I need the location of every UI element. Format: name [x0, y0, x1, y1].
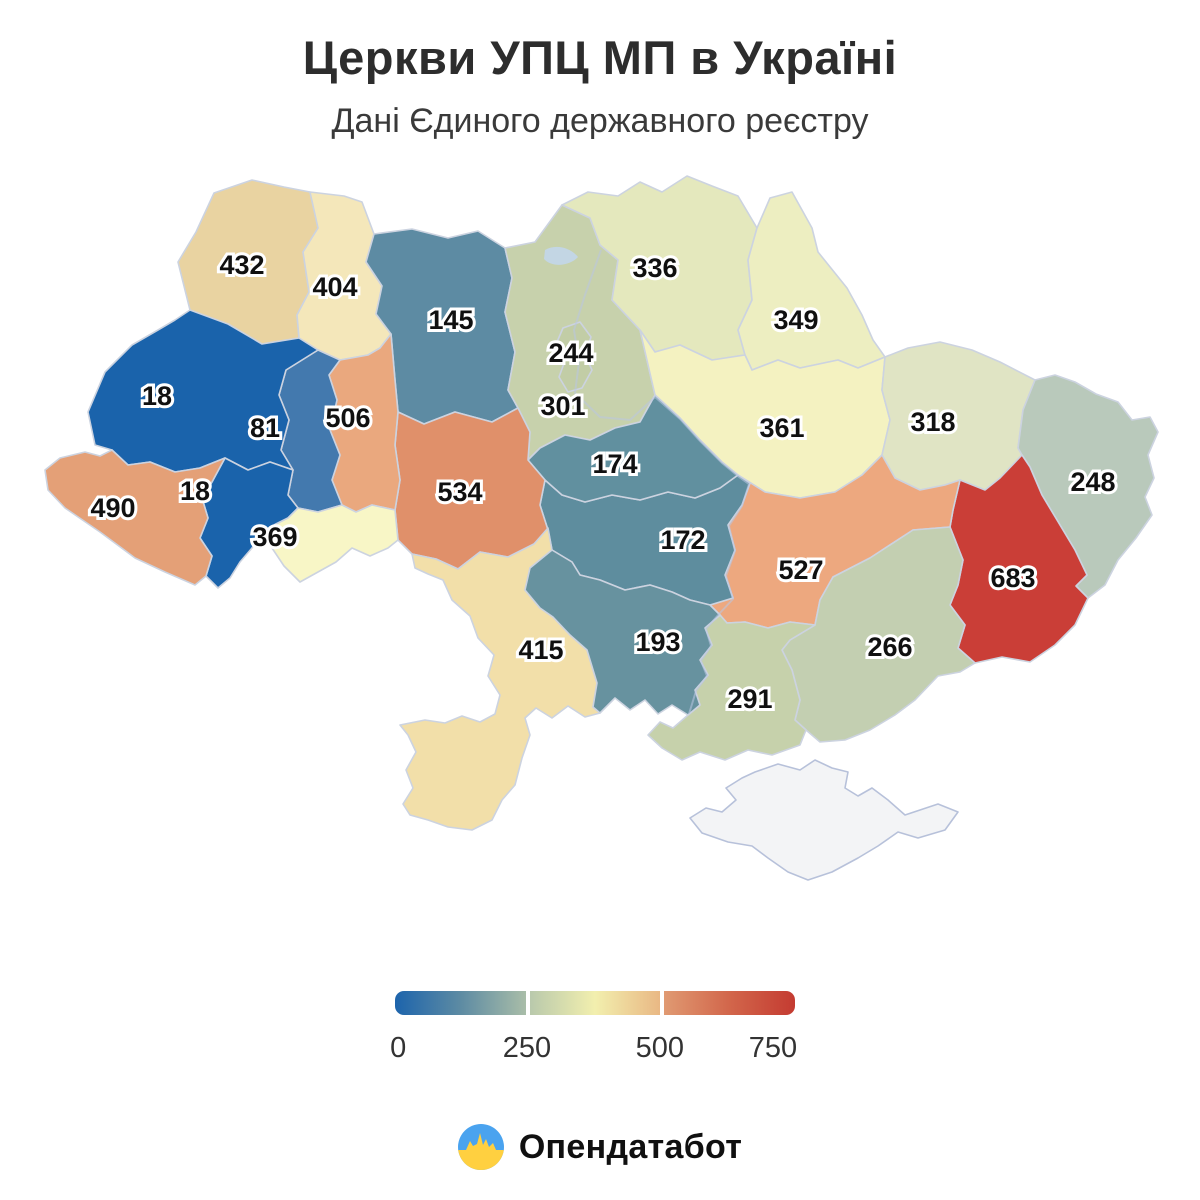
region-value-label: 244	[548, 338, 593, 368]
region-crimea	[689, 759, 959, 881]
legend-colorbar	[395, 991, 796, 1015]
legend-tick-label: 500	[635, 1032, 684, 1064]
region-value-label: 349	[773, 305, 818, 335]
page-title: Церкви УПЦ МП в Україні	[302, 31, 898, 84]
region-value-label: 193	[635, 627, 680, 657]
region-value-label: 527	[778, 555, 823, 585]
region-value-label: 248	[1070, 467, 1115, 497]
region-value-label: 18	[180, 476, 210, 506]
dnieper-river	[572, 249, 751, 715]
brand-name: Опендатабот	[518, 1127, 743, 1166]
region-value-label: 415	[518, 635, 563, 665]
region-value-label: 369	[252, 522, 297, 552]
region-sumy	[737, 191, 886, 371]
legend-tick-label: 0	[390, 1032, 407, 1064]
region-value-label: 404	[312, 272, 357, 302]
region-value-label: 683	[990, 563, 1035, 593]
region-value-label: 81	[250, 413, 280, 443]
legend-gradient-segment	[664, 991, 796, 1015]
region-value-label: 506	[325, 403, 370, 433]
region-value-label: 172	[660, 525, 705, 555]
brand-footer: Опендатабот	[0, 1124, 1200, 1170]
legend-gradient-segment	[529, 991, 661, 1015]
region-value-label: 336	[632, 253, 677, 283]
region-value-label: 534	[437, 477, 482, 507]
region-mykolaiv	[524, 549, 721, 716]
legend-tick-labels: 0 250 500 750	[390, 1032, 798, 1068]
region-value-label: 301	[540, 391, 585, 421]
region-value-label: 266	[867, 632, 912, 662]
region-value-label: 361	[759, 413, 804, 443]
region-value-label: 291	[727, 684, 772, 714]
region-chernivtsi	[261, 504, 399, 583]
region-kyiv-city	[556, 321, 593, 393]
legend-gradient-segment	[395, 991, 526, 1015]
opendatabot-logo-icon	[457, 1124, 504, 1170]
legend-tick-label: 750	[748, 1032, 798, 1064]
kyiv-reservoir-water	[544, 246, 578, 265]
region-value-label: 18	[142, 381, 172, 411]
region-value-label: 174	[592, 449, 637, 479]
region-value-label: 490	[90, 493, 135, 523]
region-zakarpattia	[44, 449, 226, 586]
region-value-label: 318	[910, 407, 955, 437]
legend-tick-label: 250	[502, 1032, 552, 1064]
region-value-label: 145	[428, 305, 473, 335]
page-subtitle: Дані Єдиного державного реєстру	[331, 102, 869, 140]
region-value-label: 432	[219, 250, 264, 280]
